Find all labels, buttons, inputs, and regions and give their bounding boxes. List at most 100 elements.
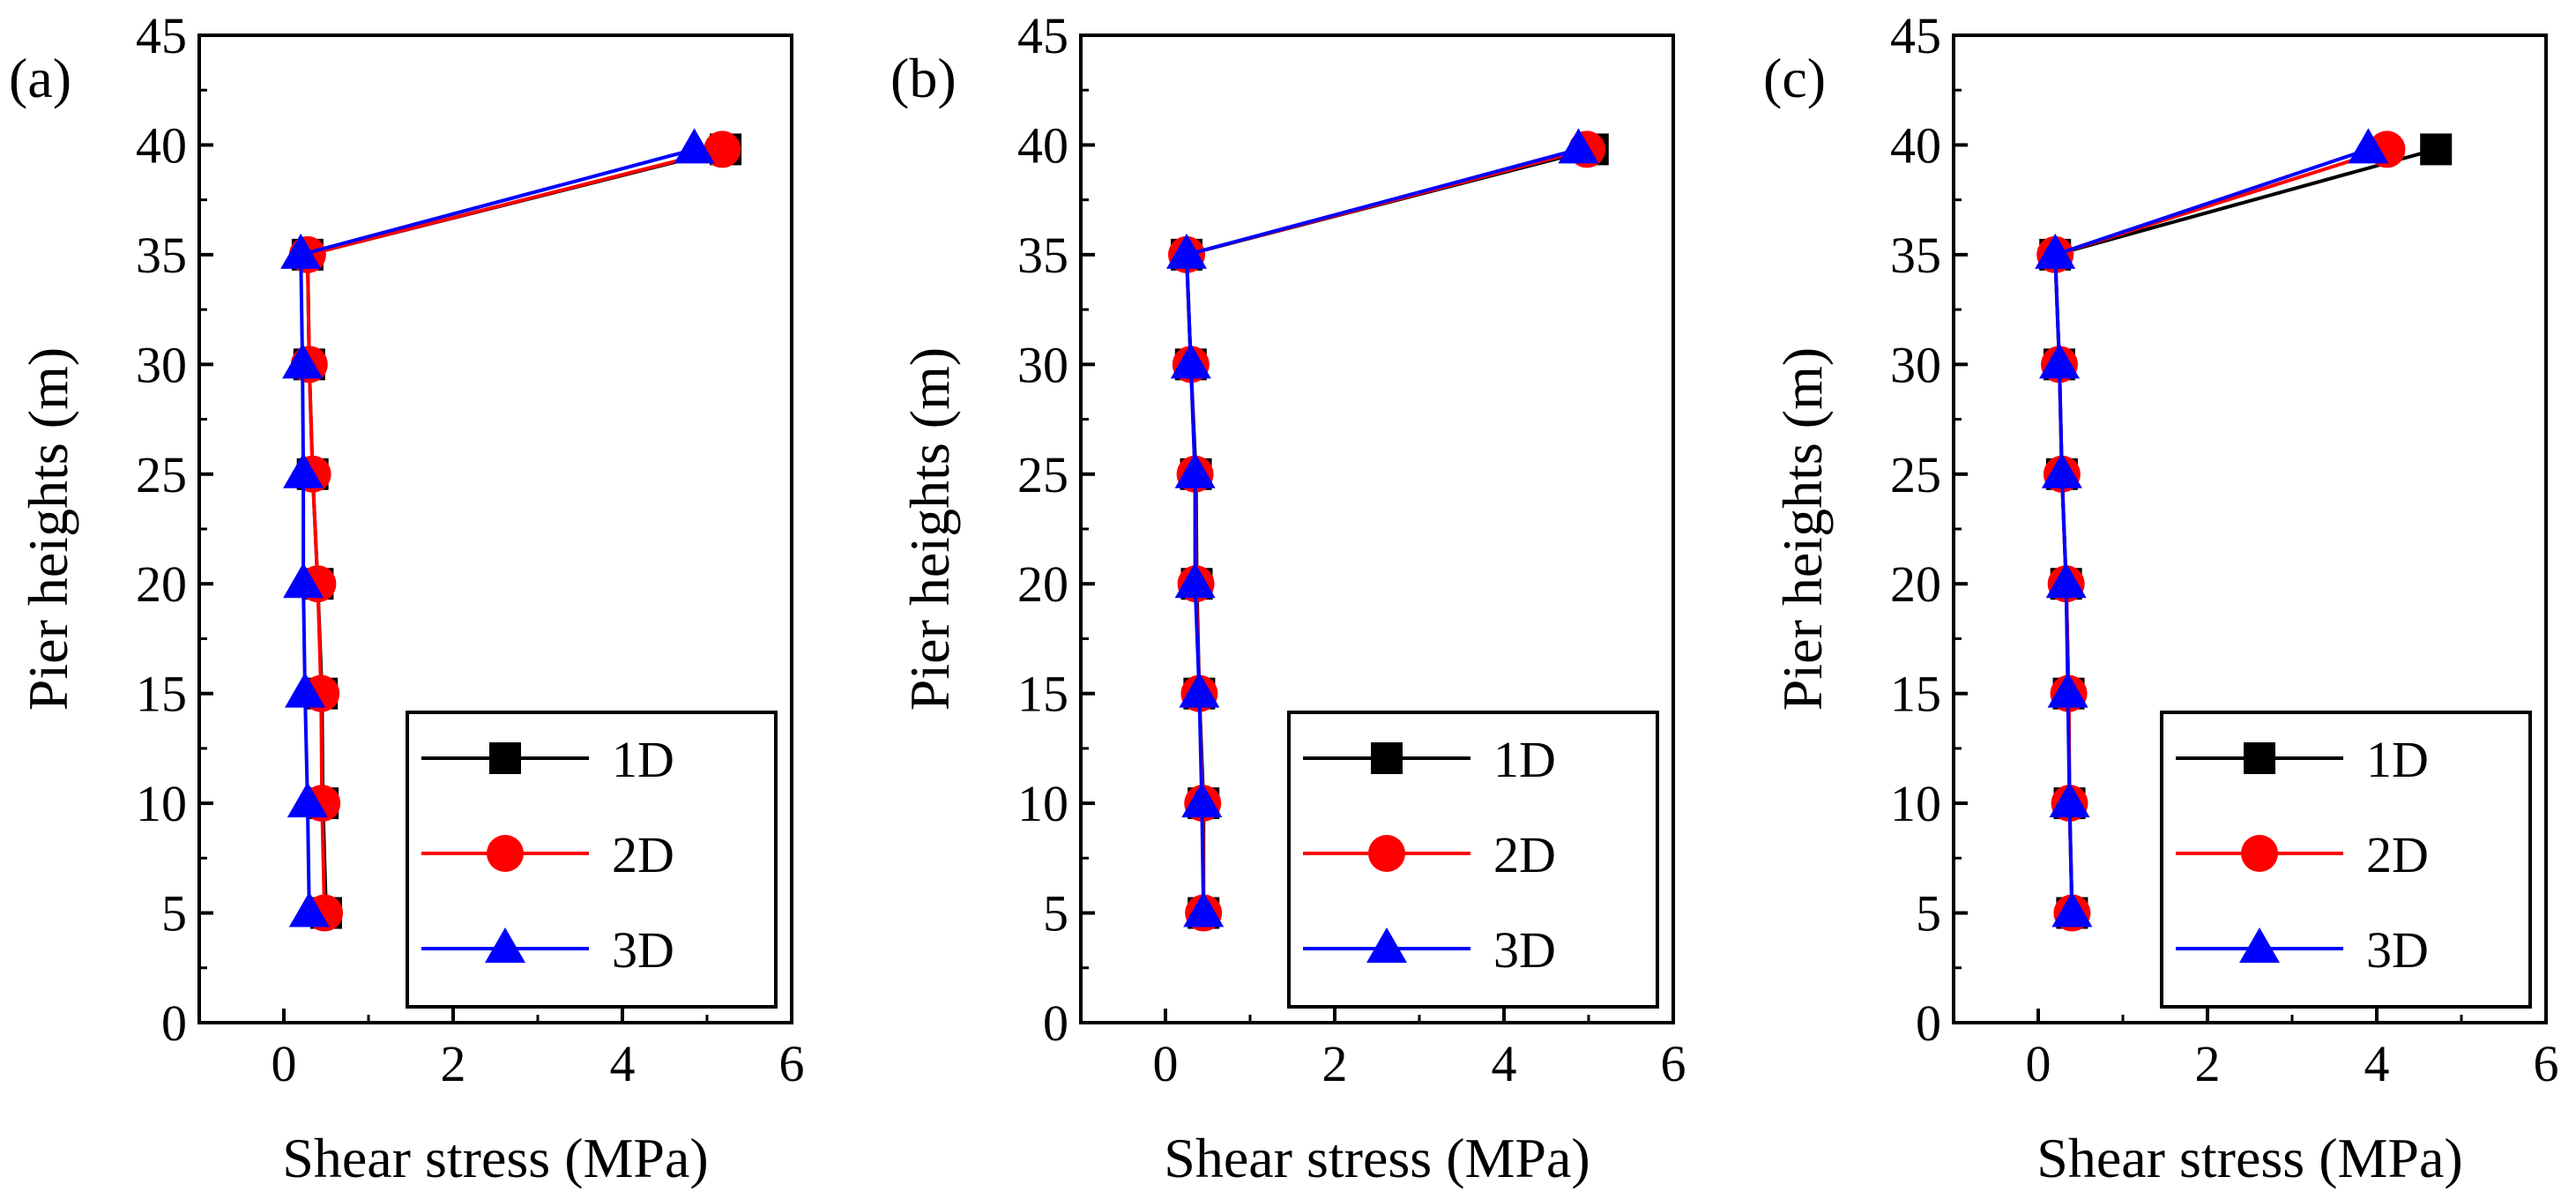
legend-entry-1D: 1D bbox=[421, 731, 674, 788]
legend-frame bbox=[406, 711, 778, 1009]
y-axis-title: Pier heights (m) bbox=[1771, 347, 1834, 711]
legend-label: 1D bbox=[612, 731, 674, 788]
legend-label: 2D bbox=[612, 826, 674, 883]
x-axis-title: Shear stress (MPa) bbox=[1164, 1127, 1590, 1189]
data-point-3D bbox=[2045, 562, 2087, 599]
y-tick-label: 0 bbox=[1916, 994, 1941, 1052]
data-point-1D bbox=[2420, 133, 2453, 166]
y-tick-label: 0 bbox=[161, 994, 187, 1052]
legend-label: 3D bbox=[612, 921, 674, 979]
x-tick-label: 2 bbox=[1322, 1035, 1348, 1092]
legend-entry-3D: 3D bbox=[421, 921, 674, 979]
data-point-3D bbox=[2047, 672, 2088, 708]
y-tick-label: 40 bbox=[1890, 116, 1941, 174]
data-point-3D bbox=[1181, 782, 1223, 818]
data-point-3D bbox=[1183, 891, 1225, 927]
data-point-3D bbox=[2049, 782, 2090, 818]
y-tick-label: 25 bbox=[1017, 446, 1068, 503]
data-point-3D bbox=[1174, 452, 1216, 488]
y-tick-label: 10 bbox=[1890, 775, 1941, 832]
legend-frame bbox=[1287, 711, 1659, 1009]
legend-entry-2D: 2D bbox=[2176, 826, 2429, 883]
legend-label: 2D bbox=[1493, 826, 1556, 883]
data-point-2D bbox=[704, 130, 741, 168]
data-point-3D bbox=[1174, 562, 1216, 599]
chart-panel-b: 0 5 10 15 20 25 30 35 40 45 0 2 4 6 Shear stress (MPa)… bbox=[890, 7, 1686, 1189]
y-tick-label: 5 bbox=[1043, 885, 1068, 942]
series-3D bbox=[280, 128, 715, 927]
y-axis-title: Pier heights (m) bbox=[17, 347, 79, 711]
legend-entry-2D: 2D bbox=[1303, 826, 1556, 883]
legend-entry-3D: 3D bbox=[1303, 921, 1556, 979]
legend-label: 2D bbox=[2366, 826, 2429, 883]
y-tick-label: 45 bbox=[1017, 7, 1068, 64]
y-tick-label: 20 bbox=[1890, 555, 1941, 613]
data-point-3D bbox=[2051, 891, 2093, 927]
x-tick-label: 6 bbox=[2534, 1035, 2559, 1092]
x-axis-title: Shear stress (MPa) bbox=[282, 1127, 708, 1189]
x-tick-label: 6 bbox=[779, 1035, 805, 1092]
y-tick-label: 25 bbox=[1890, 446, 1941, 503]
legend-marker bbox=[487, 835, 524, 872]
y-tick-label: 10 bbox=[1017, 775, 1068, 832]
legend: 1D 2D 3D bbox=[2160, 711, 2532, 1009]
y-tick-label: 15 bbox=[136, 666, 187, 723]
legend-label: 3D bbox=[2366, 921, 2429, 979]
x-tick-label: 4 bbox=[1492, 1035, 1517, 1092]
y-tick-label: 5 bbox=[1916, 885, 1941, 942]
chart-panel-a: 0 5 10 15 20 25 30 35 40 45 0 2 4 6 Shear stress (MPa)… bbox=[9, 7, 805, 1189]
y-tick-label: 20 bbox=[1017, 555, 1068, 613]
legend-label: 1D bbox=[1493, 731, 1556, 788]
data-point-3D bbox=[283, 452, 324, 488]
x-tick-label: 2 bbox=[441, 1035, 466, 1092]
panel-label: (b) bbox=[890, 47, 957, 109]
data-point-3D bbox=[2035, 233, 2076, 269]
data-point-3D bbox=[287, 782, 328, 818]
data-point-3D bbox=[1558, 128, 1599, 164]
legend-entry-1D: 1D bbox=[2176, 731, 2429, 788]
data-point-3D bbox=[288, 891, 330, 927]
x-tick-label: 0 bbox=[272, 1035, 297, 1092]
legend-marker bbox=[2244, 742, 2275, 774]
legend-label: 1D bbox=[2366, 731, 2429, 788]
y-tick-label: 10 bbox=[136, 775, 187, 832]
data-point-3D bbox=[2041, 452, 2082, 488]
x-tick-label: 0 bbox=[2026, 1035, 2051, 1092]
x-tick-label: 4 bbox=[2364, 1035, 2390, 1092]
data-point-3D bbox=[282, 343, 324, 379]
data-point-3D bbox=[283, 562, 324, 599]
y-tick-label: 20 bbox=[136, 555, 187, 613]
y-tick-label: 30 bbox=[1017, 336, 1068, 393]
x-tick-label: 2 bbox=[2195, 1035, 2221, 1092]
data-point-3D bbox=[1179, 672, 1220, 708]
legend-marker bbox=[485, 927, 525, 963]
legend-entry-3D: 3D bbox=[2176, 921, 2429, 979]
legend-marker bbox=[1371, 742, 1403, 774]
data-point-3D bbox=[2039, 343, 2080, 379]
data-point-3D bbox=[285, 672, 325, 708]
x-tick-label: 4 bbox=[610, 1035, 636, 1092]
y-tick-label: 45 bbox=[1890, 7, 1941, 64]
y-tick-label: 45 bbox=[136, 7, 187, 64]
y-tick-label: 40 bbox=[136, 116, 187, 174]
y-tick-label: 15 bbox=[1890, 666, 1941, 723]
legend: 1D 2D 3D bbox=[406, 711, 778, 1009]
y-tick-label: 35 bbox=[1017, 227, 1068, 284]
data-point-3D bbox=[2348, 128, 2389, 164]
y-tick-label: 5 bbox=[161, 885, 187, 942]
y-axis-title: Pier heights (m) bbox=[898, 347, 961, 711]
data-point-3D bbox=[674, 128, 715, 164]
panel-label: (c) bbox=[1763, 47, 1826, 109]
chart-panel-c: 0 5 10 15 20 25 30 35 40 45 0 2 4 6 Shear stress (MPa)… bbox=[1763, 7, 2559, 1189]
y-tick-label: 35 bbox=[136, 227, 187, 284]
data-point-3D bbox=[280, 233, 322, 269]
series-3D bbox=[2035, 128, 2389, 927]
data-point-3D bbox=[1166, 233, 1207, 269]
legend-marker bbox=[2239, 927, 2280, 963]
panel-label: (a) bbox=[9, 47, 71, 109]
legend-marker bbox=[489, 742, 521, 774]
x-axis-title: Shear stress (MPa) bbox=[2036, 1127, 2462, 1189]
